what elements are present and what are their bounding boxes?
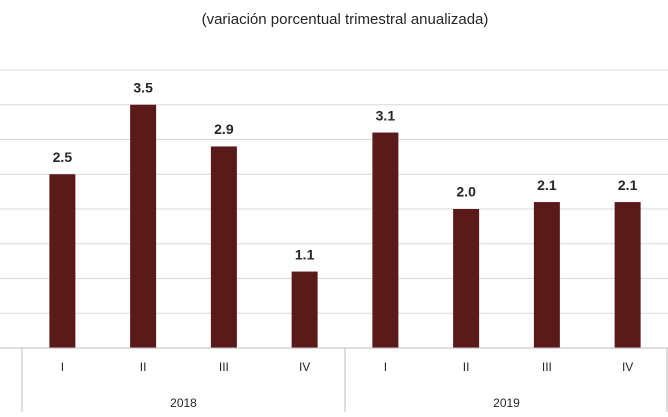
bar [372,132,399,348]
bar [614,202,641,348]
value-label: 3.1 [376,107,396,123]
x-tick-label: IV [622,360,633,374]
x-tick-label: II [140,360,147,374]
x-tick-label: I [61,360,64,374]
value-label: 2.1 [537,177,557,193]
bar [49,174,76,348]
group-label: 2019 [493,396,520,410]
value-label: 3.5 [133,79,153,95]
x-tick-label: IV [299,360,310,374]
x-tick-label: I [384,360,387,374]
group-label: 2018 [170,396,197,410]
bar [210,146,237,348]
bar [533,202,560,348]
bar [130,104,157,348]
chart-subtitle: (variación porcentual trimestral anualiz… [202,11,489,28]
bar [453,209,480,348]
value-label: 2.1 [618,177,638,193]
value-label: 1.1 [295,246,315,262]
value-label: 2.9 [214,121,234,137]
x-tick-label: III [219,360,229,374]
value-label: 2.0 [456,184,476,200]
bar [291,271,318,348]
value-label: 2.5 [53,149,73,165]
x-tick-label: III [542,360,552,374]
x-tick-label: II [463,360,470,374]
